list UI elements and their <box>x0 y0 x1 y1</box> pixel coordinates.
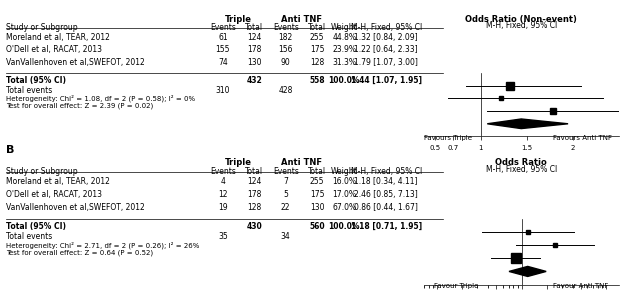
Text: Total (95% CI): Total (95% CI) <box>6 222 67 231</box>
Text: Study or Subgroup: Study or Subgroup <box>6 23 78 32</box>
Text: Favours Triple: Favours Triple <box>424 135 472 141</box>
Text: 4: 4 <box>220 177 225 186</box>
Text: 178: 178 <box>247 46 261 54</box>
Text: Weight: Weight <box>331 23 357 32</box>
Text: Total events: Total events <box>6 232 53 241</box>
Text: Favours Anti TNF: Favours Anti TNF <box>553 135 612 141</box>
Text: 1.32 [0.84, 2.09]: 1.32 [0.84, 2.09] <box>354 33 418 42</box>
Text: Moreland et al, TEAR, 2012: Moreland et al, TEAR, 2012 <box>6 33 110 42</box>
Text: 16.0%: 16.0% <box>332 177 356 186</box>
Text: 31.3%: 31.3% <box>332 58 356 67</box>
Text: Total: Total <box>308 167 326 176</box>
Text: 255: 255 <box>310 33 325 42</box>
Text: 5: 5 <box>283 190 288 199</box>
Text: Anti TNF: Anti TNF <box>281 158 322 167</box>
Text: 124: 124 <box>247 177 261 186</box>
Text: 558: 558 <box>310 76 325 85</box>
Text: 128: 128 <box>247 203 261 212</box>
Text: 12: 12 <box>218 190 228 199</box>
Text: M-H, Fixed, 95% CI: M-H, Fixed, 95% CI <box>350 167 422 176</box>
Text: 44.8%: 44.8% <box>332 33 356 42</box>
Text: 0.86 [0.44, 1.67]: 0.86 [0.44, 1.67] <box>354 203 418 212</box>
Text: VanVallenhoven et al,SWEFOT, 2012: VanVallenhoven et al,SWEFOT, 2012 <box>6 58 145 67</box>
Text: O'Dell et al, RACAT, 2013: O'Dell et al, RACAT, 2013 <box>6 46 102 54</box>
Text: 182: 182 <box>279 33 293 42</box>
Text: 130: 130 <box>247 58 262 67</box>
Text: Total events: Total events <box>6 86 53 95</box>
Text: 1.44 [1.07, 1.95]: 1.44 [1.07, 1.95] <box>350 76 422 85</box>
Text: Triple: Triple <box>225 15 252 24</box>
Text: Events: Events <box>210 23 236 32</box>
Text: 432: 432 <box>246 76 263 85</box>
Text: M-H, Fixed, 95% CI: M-H, Fixed, 95% CI <box>485 165 557 174</box>
Text: 124: 124 <box>247 33 261 42</box>
Text: Study or Subgroup: Study or Subgroup <box>6 167 78 176</box>
Text: Events: Events <box>210 167 236 176</box>
Text: 100.0%: 100.0% <box>328 222 360 231</box>
Text: Odds Ratio: Odds Ratio <box>495 158 547 167</box>
Text: Events: Events <box>273 23 299 32</box>
Polygon shape <box>509 266 546 276</box>
Text: Favour Anti TNF: Favour Anti TNF <box>553 283 608 289</box>
Text: M-H, Fixed, 95% CI: M-H, Fixed, 95% CI <box>350 23 422 32</box>
Text: 35: 35 <box>218 232 228 241</box>
Text: 155: 155 <box>215 46 230 54</box>
Text: 175: 175 <box>310 190 325 199</box>
Text: 560: 560 <box>310 222 325 231</box>
Text: 156: 156 <box>278 46 293 54</box>
Text: Total (95% CI): Total (95% CI) <box>6 76 67 85</box>
Text: 22: 22 <box>281 203 291 212</box>
Text: Moreland et al, TEAR, 2012: Moreland et al, TEAR, 2012 <box>6 177 110 186</box>
Text: 128: 128 <box>310 58 324 67</box>
Text: 310: 310 <box>215 86 230 95</box>
Text: 100.0%: 100.0% <box>328 76 360 85</box>
Text: 23.9%: 23.9% <box>332 46 356 54</box>
Text: 19: 19 <box>218 203 228 212</box>
Text: Odds Ratio (Non-event): Odds Ratio (Non-event) <box>465 15 577 24</box>
Text: 1.79 [1.07, 3.00]: 1.79 [1.07, 3.00] <box>354 58 418 67</box>
Text: 17.0%: 17.0% <box>332 190 356 199</box>
Text: 61: 61 <box>218 33 228 42</box>
Text: Test for overall effect: Z = 0.64 (P = 0.52): Test for overall effect: Z = 0.64 (P = 0… <box>6 249 153 256</box>
Text: M-H, Fixed, 95% CI: M-H, Fixed, 95% CI <box>485 21 557 31</box>
Text: 67.0%: 67.0% <box>332 203 356 212</box>
Text: 1.18 [0.34, 4.11]: 1.18 [0.34, 4.11] <box>354 177 418 186</box>
Polygon shape <box>487 119 568 128</box>
Text: O'Dell et al, RACAT, 2013: O'Dell et al, RACAT, 2013 <box>6 190 102 199</box>
Text: 74: 74 <box>218 58 228 67</box>
Text: Favour Triple: Favour Triple <box>433 283 478 289</box>
Text: Triple: Triple <box>225 158 252 167</box>
Text: Test for overall effect: Z = 2.39 (P = 0.02): Test for overall effect: Z = 2.39 (P = 0… <box>6 103 153 109</box>
Text: Total: Total <box>308 23 326 32</box>
Text: 7: 7 <box>283 177 288 186</box>
Text: Events: Events <box>273 167 299 176</box>
Text: 1.18 [0.71, 1.95]: 1.18 [0.71, 1.95] <box>350 222 422 231</box>
Text: B: B <box>6 145 14 155</box>
Text: Total: Total <box>246 167 263 176</box>
Text: VanVallenhoven et al,SWEFOT, 2012: VanVallenhoven et al,SWEFOT, 2012 <box>6 203 145 212</box>
Text: 130: 130 <box>310 203 325 212</box>
Text: 1.22 [0.64, 2.33]: 1.22 [0.64, 2.33] <box>354 46 418 54</box>
Text: 430: 430 <box>246 222 263 231</box>
Text: Heterogeneity: Chi² = 2.71, df = 2 (P = 0.26); I² = 26%: Heterogeneity: Chi² = 2.71, df = 2 (P = … <box>6 241 200 248</box>
Text: 34: 34 <box>281 232 291 241</box>
Text: 175: 175 <box>310 46 325 54</box>
Text: 90: 90 <box>281 58 291 67</box>
Text: Heterogeneity: Chi² = 1.08, df = 2 (P = 0.58); I² = 0%: Heterogeneity: Chi² = 1.08, df = 2 (P = … <box>6 95 195 102</box>
Text: 2.46 [0.85, 7.13]: 2.46 [0.85, 7.13] <box>354 190 418 199</box>
Text: 255: 255 <box>310 177 325 186</box>
Text: Total: Total <box>246 23 263 32</box>
Text: 178: 178 <box>247 190 261 199</box>
Text: Anti TNF: Anti TNF <box>281 15 322 24</box>
Text: 428: 428 <box>279 86 293 95</box>
Text: Weight: Weight <box>331 167 357 176</box>
